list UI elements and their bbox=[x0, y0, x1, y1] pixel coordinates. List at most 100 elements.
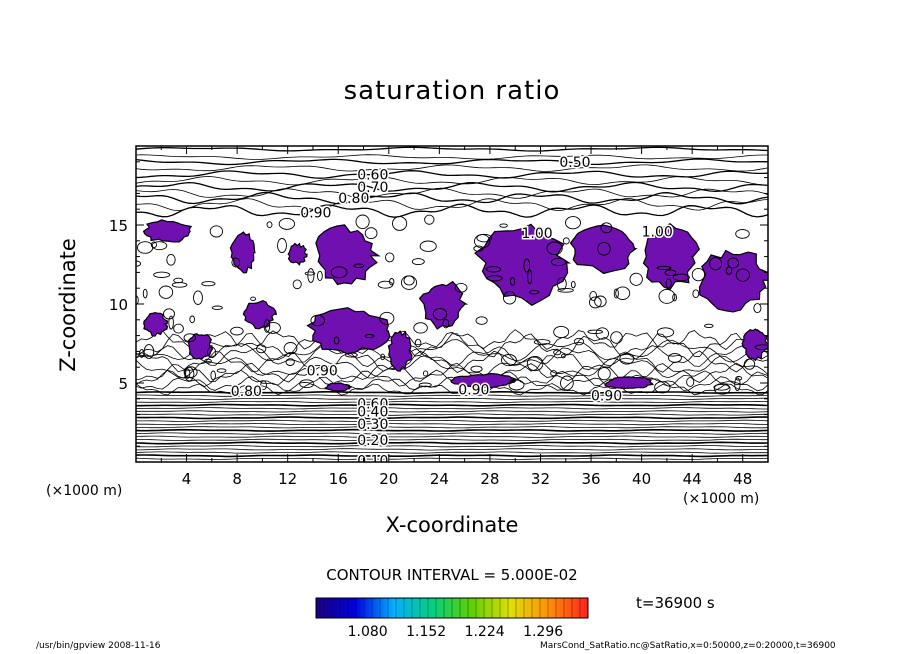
contour-blob bbox=[615, 286, 631, 300]
lower-contour-line bbox=[136, 426, 768, 429]
contour-blob bbox=[189, 315, 196, 324]
lower-contour-line bbox=[136, 451, 768, 454]
contour-blob bbox=[619, 352, 635, 365]
supersaturated-region bbox=[142, 219, 193, 243]
contour-level-label: 1.00 bbox=[522, 226, 553, 242]
contour-blob bbox=[654, 381, 671, 394]
contour-blob bbox=[422, 370, 429, 377]
contour-level-label: 0.90 bbox=[458, 382, 489, 398]
x-tick-label: 24 bbox=[430, 470, 449, 488]
contour-blob bbox=[136, 241, 154, 254]
turbulent-contour-line bbox=[136, 332, 768, 358]
contour-blob bbox=[561, 353, 566, 359]
contour-blob bbox=[185, 368, 191, 379]
turbulent-contour-line bbox=[136, 338, 768, 363]
supersaturated-region bbox=[229, 231, 256, 274]
contour-blob bbox=[379, 311, 395, 325]
contour-blob bbox=[570, 280, 576, 289]
contour-blob bbox=[166, 253, 176, 266]
contour-blob bbox=[143, 344, 155, 360]
colorbar-tick-label: 1.224 bbox=[465, 624, 505, 640]
contour-blob bbox=[486, 275, 503, 282]
contour-level-label: 0.30 bbox=[357, 417, 388, 433]
supersaturated-region bbox=[306, 307, 391, 355]
contour-blob bbox=[250, 296, 257, 301]
contour-interval-text: CONTOUR INTERVAL = 5.000E-02 bbox=[326, 566, 578, 584]
contour-blob bbox=[475, 316, 488, 325]
contour-blob bbox=[658, 288, 676, 304]
contour-blob bbox=[610, 331, 623, 344]
x-axis-label: X-coordinate bbox=[385, 513, 519, 537]
contour-blob bbox=[419, 240, 437, 252]
lower-contour-line bbox=[136, 400, 768, 404]
contour-blob bbox=[709, 257, 723, 271]
contour-level-label: 0.60 bbox=[357, 397, 388, 413]
contour-blob bbox=[734, 377, 741, 391]
contour-blob bbox=[442, 318, 450, 329]
upper-contour-line bbox=[136, 181, 768, 193]
contour-blob bbox=[345, 352, 358, 358]
turbulent-contour-line bbox=[136, 329, 768, 350]
contour-blob bbox=[380, 353, 386, 361]
colorbar-tick-label: 1.080 bbox=[348, 624, 388, 640]
lower-contour-line bbox=[136, 423, 768, 426]
contour-blob bbox=[330, 266, 348, 279]
contour-blob bbox=[173, 277, 184, 284]
supersaturated-region bbox=[474, 223, 572, 307]
contour-blob bbox=[206, 346, 217, 359]
turbulent-contour-line bbox=[136, 350, 768, 373]
upper-contour-line bbox=[136, 158, 768, 166]
contour-blob bbox=[204, 358, 212, 364]
upper-contour-line bbox=[136, 146, 768, 152]
contour-blob bbox=[510, 277, 516, 286]
contour-level-label: 0.50 bbox=[559, 155, 590, 171]
contour-blob bbox=[573, 337, 585, 346]
contour-blob bbox=[413, 322, 428, 334]
contour-blob bbox=[142, 288, 148, 299]
contour-blob bbox=[743, 358, 756, 370]
contour-blob bbox=[553, 325, 570, 339]
contour-level-label: 0.80 bbox=[231, 384, 262, 400]
contour-blob bbox=[285, 358, 295, 366]
contour-blob bbox=[230, 326, 244, 336]
y-tick-label: 15 bbox=[109, 217, 128, 235]
turbulent-contour-line bbox=[136, 355, 768, 380]
lower-contour-line bbox=[136, 438, 768, 441]
supersaturated-region bbox=[418, 280, 469, 330]
contour-blob bbox=[183, 333, 197, 343]
x-tick-label: 48 bbox=[733, 470, 752, 488]
contour-level-label: 0.40 bbox=[357, 404, 388, 420]
upper-contour-line bbox=[136, 198, 768, 212]
contour-blob bbox=[470, 365, 483, 373]
supersaturated-region bbox=[287, 242, 308, 266]
contour-blob bbox=[665, 278, 672, 289]
contour-blob bbox=[557, 287, 574, 293]
contour-blob bbox=[150, 241, 157, 249]
contour-blob bbox=[725, 266, 733, 275]
contour-blob bbox=[508, 379, 525, 391]
time-label: t=36900 s bbox=[636, 594, 715, 612]
contour-blob bbox=[317, 270, 323, 282]
contour-blob bbox=[216, 368, 227, 373]
contour-blob bbox=[277, 238, 287, 253]
x-tick-label: 36 bbox=[581, 470, 600, 488]
contour-level-label: 0.60 bbox=[357, 167, 388, 183]
supersaturated-region bbox=[698, 249, 768, 313]
contour-blob bbox=[499, 223, 508, 228]
contour-level-label: 1.00 bbox=[642, 224, 673, 240]
y-tick-label: 5 bbox=[118, 375, 128, 393]
contour-blob bbox=[210, 370, 216, 381]
x-tick-label: 28 bbox=[480, 470, 499, 488]
contour-blob bbox=[209, 225, 224, 238]
turbulent-contour-line bbox=[136, 362, 768, 383]
contour-blob bbox=[377, 280, 394, 289]
upper-contour-line bbox=[136, 154, 768, 160]
contour-blob bbox=[529, 290, 540, 295]
contour-blob bbox=[672, 273, 690, 282]
contour-blob bbox=[735, 268, 750, 282]
x-tick-label: 32 bbox=[531, 470, 550, 488]
contour-blob bbox=[355, 214, 370, 230]
contour-blob bbox=[307, 268, 315, 283]
supersaturated-region bbox=[642, 222, 701, 291]
